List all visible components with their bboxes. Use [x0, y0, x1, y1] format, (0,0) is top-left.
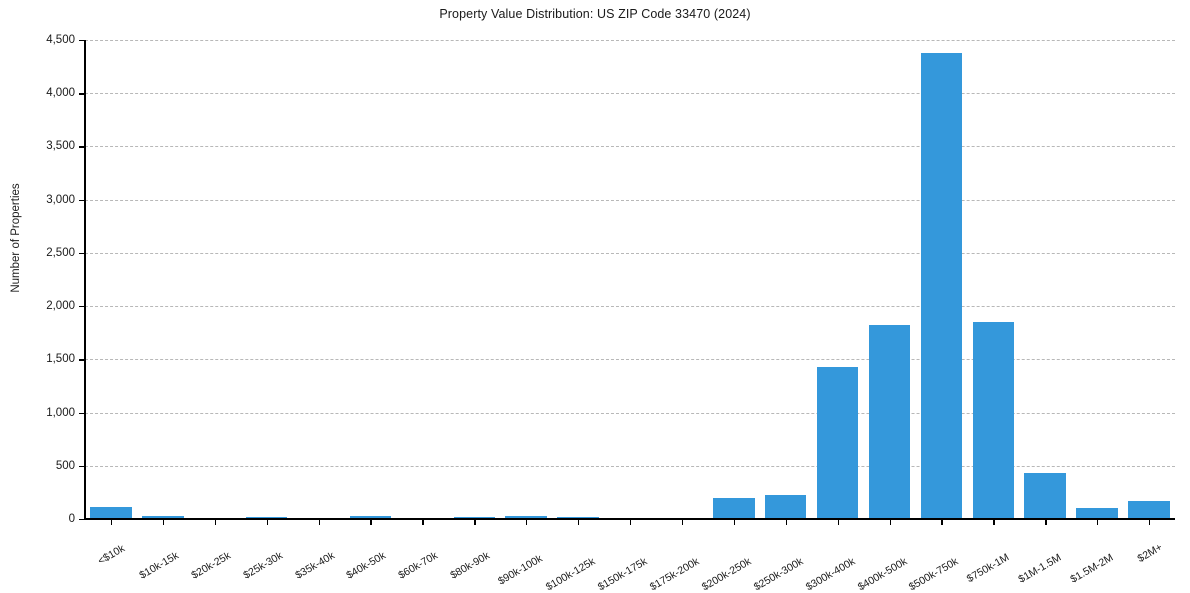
gridline	[85, 146, 1175, 148]
x-tick-label: $80k-90k	[449, 528, 529, 582]
x-tick-label-text: $1M-1.5M	[1016, 551, 1064, 586]
y-tick-label: 2,000	[46, 300, 75, 313]
x-tick-mark	[266, 519, 268, 525]
bar	[349, 516, 392, 519]
x-tick-label-text: $10k-15k	[137, 549, 181, 582]
x-tick-label-text: $20k-25k	[189, 549, 233, 582]
x-tick-label-text: $25k-30k	[241, 549, 285, 582]
y-tick-label: 500	[55, 459, 75, 472]
y-tick-mark	[79, 252, 85, 255]
x-tick-mark	[1149, 519, 1151, 525]
x-tick-mark	[889, 519, 891, 525]
x-tick-label: <$10k	[96, 528, 152, 567]
x-tick-mark	[1045, 519, 1047, 525]
x-tick-mark	[526, 519, 528, 525]
x-axis-line	[85, 518, 1175, 520]
y-tick-label: 4,000	[46, 87, 75, 100]
y-tick-label: 2,500	[46, 246, 75, 259]
y-tick-mark	[79, 306, 85, 308]
bar	[816, 367, 859, 519]
x-tick-label-text: $35k-40k	[292, 549, 337, 582]
y-tick-label: 3,000	[46, 193, 75, 206]
y-tick-mark	[79, 465, 85, 468]
x-tick-label-text: $60k-70k	[396, 549, 441, 582]
x-tick-mark	[578, 519, 580, 525]
x-tick-mark	[214, 519, 217, 525]
x-tick-label: $60k-70k	[397, 528, 477, 582]
x-tick-label-text: $90k-100k	[496, 552, 545, 588]
x-tick-mark	[630, 519, 632, 525]
bar	[764, 494, 807, 519]
x-tick-mark	[162, 519, 165, 525]
chart-title: Property Value Distribution: US ZIP Code…	[439, 7, 751, 21]
y-tick-mark	[79, 412, 85, 414]
gridline	[85, 252, 1175, 254]
bar	[505, 516, 547, 519]
x-tick-label: $1M-1.5M	[1017, 528, 1105, 586]
gridline	[85, 465, 1175, 467]
y-tick-label: 4,500	[46, 34, 75, 46]
y-tick-mark	[79, 199, 85, 201]
x-tick-label: $40k-50k	[345, 528, 425, 582]
bar	[90, 506, 132, 519]
x-tick-mark	[1097, 519, 1099, 525]
x-tick-mark	[681, 519, 684, 525]
gridline	[85, 93, 1175, 95]
x-tick-label-text: $1.5M-2M	[1068, 551, 1116, 586]
x-tick-label: $750k-1M	[965, 528, 1052, 585]
y-axis-line	[84, 40, 86, 519]
y-tick-label: 1,000	[46, 406, 75, 419]
y-tick-mark	[79, 93, 85, 95]
gridline	[85, 40, 1175, 41]
plot-area	[85, 40, 1175, 519]
bar	[1128, 501, 1170, 519]
x-tick-mark	[422, 519, 424, 525]
y-tick-mark	[79, 359, 85, 361]
bar	[868, 325, 911, 519]
y-tick-mark	[79, 146, 85, 148]
x-tick-label-text: <$10k	[95, 542, 127, 568]
y-tick-label: 3,500	[46, 140, 75, 153]
y-tick-label: 0	[68, 513, 75, 525]
bar	[142, 516, 184, 519]
x-tick-mark	[110, 519, 113, 525]
x-tick-mark	[993, 519, 995, 525]
gridline	[85, 306, 1175, 308]
x-tick-label: $25k-30k	[241, 528, 321, 582]
x-tick-label-text: $80k-90k	[448, 549, 493, 582]
bar	[972, 321, 1015, 519]
gridline	[85, 412, 1175, 414]
x-tick-mark	[837, 519, 839, 525]
y-axis-label: Number of Properties	[10, 183, 22, 293]
y-tick-mark	[79, 40, 85, 42]
x-tick-label: $2M+	[1136, 528, 1188, 565]
y-tick-label: 1,500	[46, 353, 75, 366]
x-tick-mark	[941, 519, 943, 525]
y-tick-mark	[79, 519, 85, 521]
x-tick-label: $35k-40k	[293, 528, 373, 582]
x-tick-mark	[370, 519, 372, 525]
x-tick-mark	[318, 519, 320, 525]
x-tick-label: $90k-100k	[496, 528, 587, 588]
x-tick-mark	[785, 519, 787, 525]
gridline	[85, 359, 1175, 361]
x-tick-label: $20k-25k	[189, 528, 270, 582]
gridline	[85, 199, 1175, 201]
x-tick-label: $10k-15k	[137, 528, 218, 582]
bar	[1076, 508, 1118, 519]
x-tick-mark	[733, 519, 736, 525]
x-tick-mark	[474, 519, 476, 525]
x-tick-label-text: $100k-125k	[543, 555, 598, 593]
bar	[1024, 473, 1066, 519]
bar	[713, 498, 755, 519]
bar	[920, 53, 963, 519]
x-tick-label-text: $40k-50k	[344, 549, 389, 582]
